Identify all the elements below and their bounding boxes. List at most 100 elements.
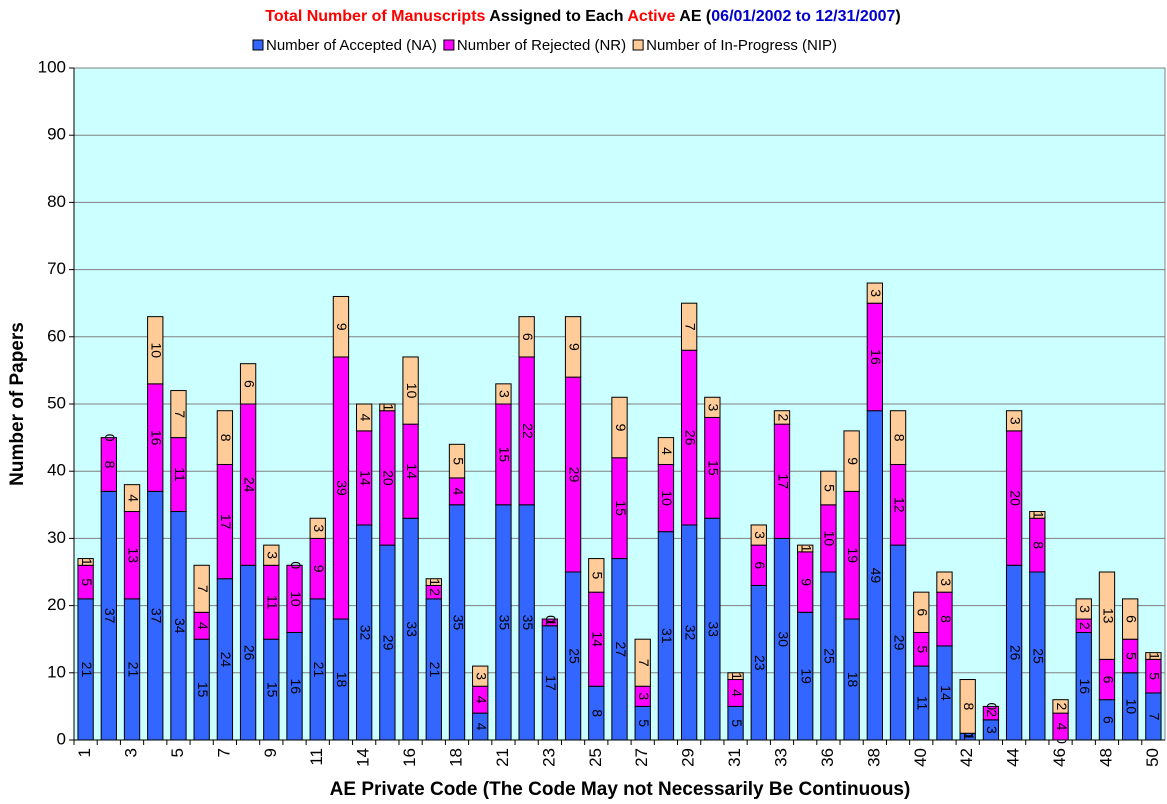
data-label: 8: [102, 461, 118, 469]
data-label: 15: [497, 447, 513, 463]
data-label: 1: [729, 672, 745, 680]
data-label: 37: [149, 608, 165, 624]
bar-segment: [239, 363, 257, 405]
bar-segment: [564, 316, 582, 378]
bar-segment: [332, 295, 350, 358]
title-part: 06/01/2002 to 12/31/2007: [711, 8, 895, 25]
title-part: Total Number of Manuscripts: [265, 8, 485, 25]
data-label: 5: [915, 645, 931, 653]
data-label: 26: [241, 645, 257, 661]
data-label: 10: [288, 591, 304, 607]
data-label: 8: [938, 615, 954, 623]
data-label: 3: [1007, 417, 1023, 425]
y-tick-label: 80: [47, 192, 66, 211]
legend-label: Number of Rejected (NR): [457, 37, 626, 54]
data-label: 3: [938, 578, 954, 586]
data-label: 29: [891, 635, 907, 651]
data-label: 30: [775, 631, 791, 647]
bar-segment: [100, 437, 117, 492]
data-label: 0: [102, 434, 118, 442]
data-label: 4: [474, 696, 490, 704]
data-label: 1: [798, 545, 814, 553]
data-label: 5: [450, 457, 466, 465]
bar-segment: [170, 390, 187, 439]
data-label: 6: [915, 608, 931, 616]
title-part: Active: [627, 8, 675, 25]
data-label: 5: [1147, 672, 1163, 680]
title-part: AE (: [675, 8, 712, 25]
data-label: 10: [1123, 699, 1139, 715]
data-label: 7: [195, 585, 211, 593]
x-tick-label: 3: [122, 748, 141, 757]
y-tick-label: 10: [47, 662, 66, 681]
bar-segment: [147, 316, 164, 385]
x-tick-label: 21: [493, 748, 512, 767]
data-label: 9: [845, 457, 861, 465]
legend-swatch: [443, 39, 455, 51]
data-label: 35: [497, 615, 513, 631]
bar-segment: [727, 672, 744, 681]
chart-title: Total Number of Manuscripts Assigned to …: [265, 8, 901, 25]
y-tick-label: 30: [47, 528, 66, 547]
data-label: 32: [682, 625, 698, 641]
bar-segment: [518, 316, 535, 358]
x-tick-label: 40: [911, 748, 930, 767]
bar-segment: [77, 558, 94, 566]
data-label: 6: [1100, 676, 1116, 684]
bar-segment: [982, 705, 1000, 721]
y-tick-label: 40: [47, 461, 66, 480]
data-label: 25: [1031, 648, 1047, 664]
data-label: 13: [1100, 608, 1116, 624]
data-label: 3: [265, 551, 281, 559]
x-tick-label: 36: [818, 748, 837, 767]
legend-swatch: [632, 39, 644, 51]
bar-segment: [588, 558, 605, 593]
data-label: 37: [102, 608, 118, 624]
x-tick-label: 27: [632, 748, 651, 767]
x-tick-label: 18: [446, 748, 465, 767]
data-label: 35: [450, 615, 466, 631]
data-label: 21: [79, 662, 95, 678]
data-label: 26: [682, 430, 698, 446]
data-label: 21: [427, 662, 443, 678]
x-tick-label: 7: [214, 748, 233, 757]
data-label: 6: [1100, 716, 1116, 724]
data-label: 14: [357, 470, 373, 486]
data-label: 18: [334, 672, 350, 688]
x-tick-label: 9: [261, 748, 280, 757]
bar-segment: [1145, 652, 1162, 660]
data-label: 33: [706, 621, 722, 637]
data-label: 5: [636, 719, 652, 727]
data-label: 11: [172, 467, 188, 482]
y-tick-label: 0: [57, 729, 66, 748]
bar-segment: [1052, 699, 1069, 714]
data-label: 4: [1054, 723, 1070, 731]
bar-segment: [425, 578, 442, 586]
data-label: 35: [520, 615, 536, 631]
data-label: 3: [868, 289, 884, 297]
data-label: 24: [218, 652, 234, 668]
data-label: 29: [381, 635, 397, 651]
x-tick-label: 44: [1004, 748, 1023, 767]
data-label: 1: [427, 578, 443, 586]
data-label: 1: [381, 403, 397, 411]
data-label: 32: [357, 625, 373, 641]
data-label: 17: [218, 514, 234, 530]
data-label: 2: [775, 414, 791, 422]
data-label: 20: [1007, 490, 1023, 506]
data-label: 2: [427, 588, 443, 596]
data-label: 33: [404, 621, 420, 637]
data-label: 3: [636, 692, 652, 700]
data-label: 5: [822, 484, 838, 492]
data-label: 16: [1077, 678, 1093, 694]
bar-segment: [309, 517, 326, 539]
bar-segment: [355, 403, 373, 432]
bar-segment: [216, 410, 234, 465]
data-label: 3: [706, 403, 722, 411]
x-tick-label: 11: [307, 748, 326, 766]
data-label: 21: [125, 662, 141, 678]
data-label: 14: [938, 685, 954, 701]
bar-segment: [263, 544, 280, 566]
data-label: 9: [798, 578, 814, 586]
x-tick-label: 16: [400, 748, 419, 767]
